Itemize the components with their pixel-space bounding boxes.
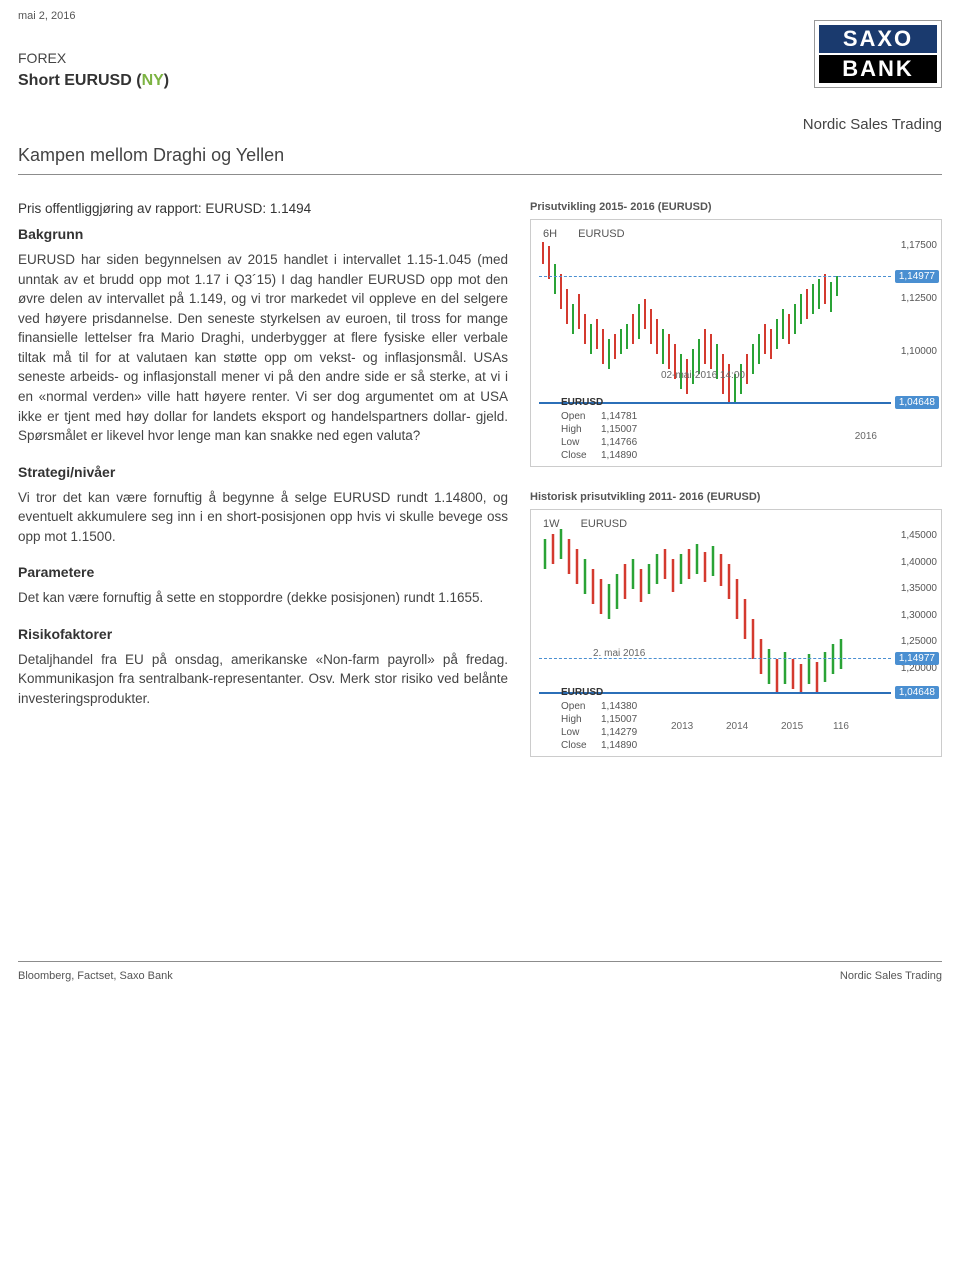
chart2-ohlc: EURUSD Open1,14380 High1,15007 Low1,1427…: [561, 686, 637, 752]
chart2-low-tag: 1,04648: [895, 686, 939, 699]
chart2-candles: [539, 524, 849, 699]
chart2-title: Historisk prisutvikling 2011- 2016 (EURU…: [530, 491, 942, 503]
chart2-y-labels: 1,45000 1,40000 1,35000 1,30000 1,25000 …: [901, 510, 937, 756]
ohlc-label: Close: [561, 449, 601, 462]
body-bakgrunn: EURUSD har siden begynnelsen av 2015 han…: [18, 250, 508, 446]
ylabel: 1,25000: [901, 636, 937, 647]
logo-top: SAXO: [819, 25, 937, 53]
ohlc-val: 1,14279: [601, 726, 637, 739]
chart2-ohlc-sym: EURUSD: [561, 686, 637, 699]
footer: Bloomberg, Factset, Saxo Bank Nordic Sal…: [18, 961, 942, 982]
title-ny: NY: [142, 72, 164, 89]
ohlc-val: 1,15007: [601, 713, 637, 726]
chart2-xlabel: 2013: [671, 721, 693, 732]
footer-left: Bloomberg, Factset, Saxo Bank: [18, 970, 173, 982]
ohlc-val: 1,14380: [601, 700, 637, 713]
ohlc-label: High: [561, 423, 601, 436]
ylabel: 1,35000: [901, 583, 937, 594]
chart1-low-tag: 1,04648: [895, 396, 939, 409]
ohlc-label: Low: [561, 436, 601, 449]
chart2-dash-line: [539, 658, 891, 659]
main-title: Kampen mellom Draghi og Yellen: [18, 145, 942, 166]
ylabel: 1,17500: [901, 240, 937, 251]
ohlc-label: Open: [561, 410, 601, 423]
ylabel: 1,10000: [901, 346, 937, 357]
ohlc-label: Low: [561, 726, 601, 739]
col-right: Prisutvikling 2015- 2016 (EURUSD) 6H EUR…: [530, 201, 942, 781]
chart1-dash-tag: 1,14977: [895, 270, 939, 283]
chart1-dash-line: [539, 276, 891, 277]
header-row: FOREX Short EURUSD (NY) SAXO BANK: [18, 50, 942, 90]
body-parametere: Det kan være fornuftig å sette en stoppo…: [18, 588, 508, 608]
chart1-ohlc-sym: EURUSD: [561, 396, 637, 409]
page-date: mai 2, 2016: [18, 10, 942, 22]
ohlc-label: High: [561, 713, 601, 726]
header-left: FOREX Short EURUSD (NY): [18, 50, 814, 90]
heading-parametere: Parametere: [18, 564, 508, 580]
brand-right: Nordic Sales Trading: [18, 116, 942, 133]
section-label: FOREX: [18, 50, 814, 66]
content-row: Pris offentliggjøring av rapport: EURUSD…: [18, 201, 942, 781]
chart1-timestamp: 02-mai-2016 14:00: [661, 370, 745, 381]
heading-risiko: Risikofaktorer: [18, 626, 508, 642]
footer-right: Nordic Sales Trading: [840, 970, 942, 982]
body-strategi: Vi tror det kan være fornuftig å begynne…: [18, 488, 508, 547]
ohlc-val: 1,14781: [601, 410, 637, 423]
ohlc-val: 1,14766: [601, 436, 637, 449]
chart1: 6H EURUSD: [530, 219, 942, 467]
ohlc-label: Close: [561, 739, 601, 752]
chart2-xlabel: 116: [833, 721, 849, 732]
chart2-timestamp: 2. mai 2016: [593, 648, 645, 659]
ohlc-val: 1,15007: [601, 423, 637, 436]
logo-bottom: BANK: [819, 55, 937, 83]
ylabel: 1,30000: [901, 610, 937, 621]
price-line: Pris offentliggjøring av rapport: EURUSD…: [18, 201, 508, 216]
title-prefix: Short EURUSD (: [18, 72, 142, 89]
title-suffix: ): [164, 72, 169, 89]
col-left: Pris offentliggjøring av rapport: EURUSD…: [18, 201, 508, 781]
ohlc-val: 1,14890: [601, 739, 637, 752]
chart2-dash-tag: 1,14977: [895, 652, 939, 665]
chart1-candles: [539, 234, 849, 409]
ohlc-label: Open: [561, 700, 601, 713]
ylabel: 1,45000: [901, 530, 937, 541]
saxo-bank-logo: SAXO BANK: [814, 20, 942, 88]
chart2: 1W EURUSD: [530, 509, 942, 757]
chart2-xlabel: 2014: [726, 721, 748, 732]
heading-bakgrunn: Bakgrunn: [18, 226, 508, 242]
divider-top: [18, 174, 942, 175]
ohlc-val: 1,14890: [601, 449, 637, 462]
chart1-title: Prisutvikling 2015- 2016 (EURUSD): [530, 201, 942, 213]
report-title: Short EURUSD (NY): [18, 72, 814, 90]
chart1-xlabel: 2016: [855, 431, 877, 442]
chart2-xlabel: 2015: [781, 721, 803, 732]
heading-strategi: Strategi/nivåer: [18, 464, 508, 480]
body-risiko: Detaljhandel fra EU på onsdag, amerikans…: [18, 650, 508, 709]
chart1-ohlc: EURUSD Open1,14781 High1,15007 Low1,1476…: [561, 396, 637, 462]
chart1-y-labels: 1,17500 1,12500 1,10000 1,07500: [901, 220, 937, 466]
ylabel: 1,12500: [901, 293, 937, 304]
ylabel: 1,40000: [901, 557, 937, 568]
